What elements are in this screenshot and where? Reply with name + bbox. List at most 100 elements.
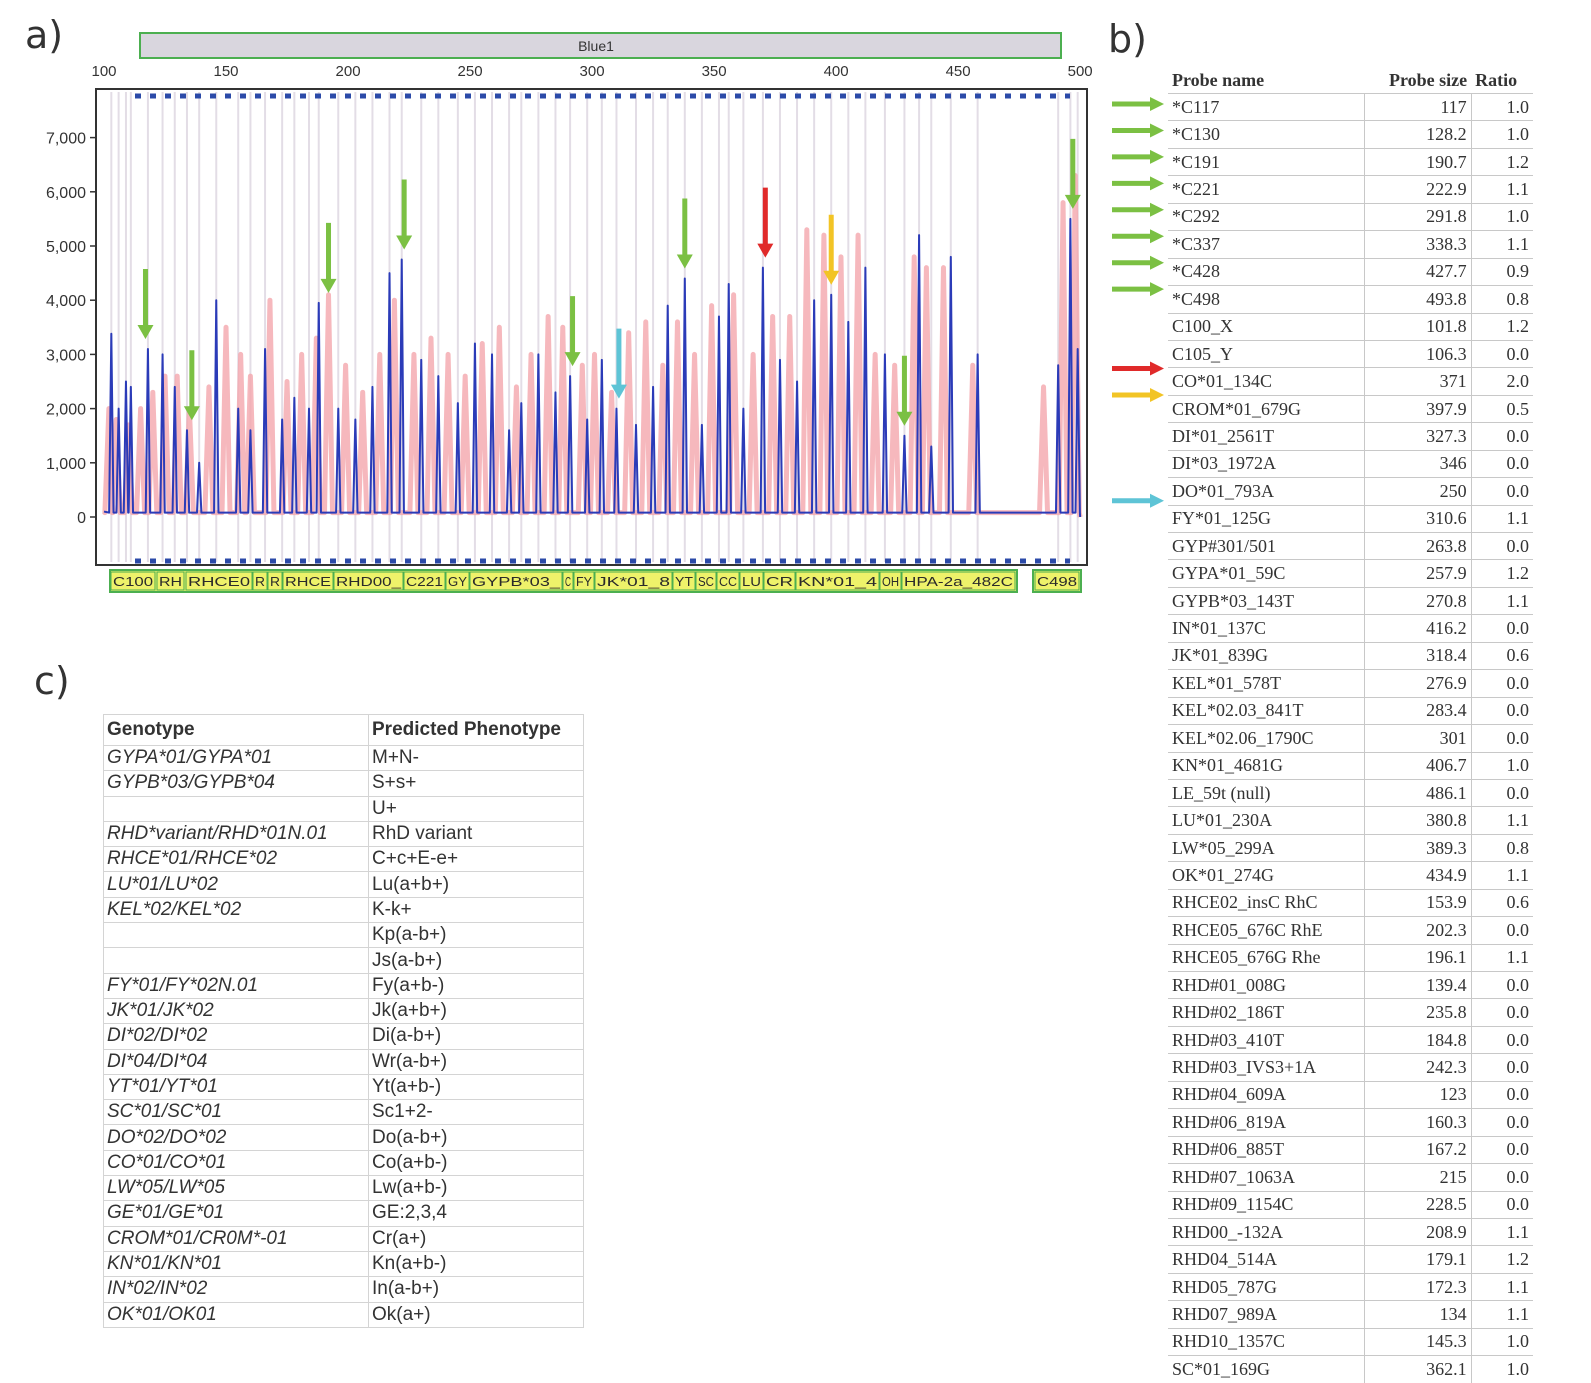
probe-ratio-cell: 1.1: [1470, 861, 1533, 890]
probe-row: *C292 291.8 1.0: [1168, 202, 1533, 231]
probe-ratio-cell: 0.5: [1470, 394, 1533, 423]
probe-size-cell: 250: [1364, 477, 1472, 506]
probe-ratio-table: Probe name Probe size Ratio *C117 117 1.0 *…: [1168, 67, 1533, 1383]
bin-label: CR: [766, 574, 793, 589]
probe-row: KEL*02.06_1790C 301 0.0: [1168, 724, 1533, 752]
probe-name-cell: DI*01_2561T: [1168, 422, 1365, 451]
bin-label: R: [270, 574, 280, 589]
probe-ratio-cell: 1.1: [1470, 806, 1533, 835]
probe-arrow-head: [1150, 202, 1164, 217]
probe-size-cell: 362.1: [1364, 1355, 1472, 1383]
probe-ratio-cell: 0.0: [1470, 724, 1533, 752]
phenotype-cell: S+s+: [368, 770, 584, 797]
probe-name-cell: CO*01_134C: [1168, 367, 1365, 396]
probe-ratio-cell: 0.0: [1470, 970, 1533, 999]
x-tick-label: 400: [824, 63, 849, 80]
bin-box: [562, 571, 574, 591]
probe-size-cell: 310.6: [1364, 504, 1472, 533]
probe-size-cell: 145.3: [1364, 1327, 1472, 1356]
probe-size-cell: 493.8: [1364, 285, 1472, 313]
genotype-row: GE*01/GE*01 GE:2,3,4: [103, 1200, 584, 1227]
probe-row: KEL*01_578T 276.9 0.0: [1168, 669, 1533, 698]
bin-label: FY: [576, 574, 592, 589]
probe-row: RHD#03_410T 184.8 0.0: [1168, 1025, 1533, 1054]
probe-ratio-cell: 0.0: [1470, 1163, 1533, 1191]
probe-size-cell: 242.3: [1364, 1053, 1472, 1082]
genotype-row: DI*04/DI*04 Wr(a-b+): [103, 1048, 584, 1075]
peak-arrow-head: [757, 243, 774, 258]
probe-row: *C130 128.2 1.0: [1168, 120, 1533, 149]
phenotype-cell: Di(a-b+): [368, 1023, 584, 1050]
x-tick-label: 250: [458, 63, 483, 80]
probe-name-cell: RHCE05_676G Rhe: [1168, 943, 1365, 972]
probe-name-cell: RHD#03_410T: [1168, 1025, 1365, 1054]
probe-row: RHD#02_186T 235.8 0.0: [1168, 998, 1533, 1027]
genotype-row: DO*02/DO*02 Do(a-b+): [103, 1124, 584, 1151]
probe-size-cell: 202.3: [1364, 916, 1472, 945]
bin-label: C100: [113, 574, 153, 589]
probe-ratio-cell: 0.0: [1470, 1190, 1533, 1219]
bin-label: C: [565, 574, 571, 589]
probe-name-cell: C100_X: [1168, 312, 1365, 341]
probe-row: SC*01_169G 362.1 1.0: [1168, 1355, 1533, 1383]
y-tick-label: 3,000: [46, 347, 86, 364]
probe-row: *C117 117 1.0: [1168, 92, 1533, 121]
peak-arrow-head: [320, 278, 337, 293]
genotype-cell: GYPB*03/GYPB*04: [103, 770, 369, 797]
bin-label: KN*01_4: [798, 574, 877, 589]
bin-label: R: [255, 574, 265, 589]
genotype-cell: KN*01/KN*01: [103, 1250, 369, 1278]
probe-ratio-cell: 1.1: [1470, 175, 1533, 204]
probe-ratio-cell: 0.9: [1470, 257, 1533, 286]
bin-label: RH: [159, 574, 182, 589]
bin-box: [594, 571, 673, 591]
probe-row: LU*01_230A 380.8 1.1: [1168, 806, 1533, 835]
ratio-header: Ratio: [1475, 69, 1518, 90]
probe-row: RHD#03_IVS3+1A 242.3 0.0: [1168, 1053, 1533, 1082]
genotype-header: Genotype: [103, 714, 369, 746]
genotype-cell: GE*01/GE*01: [103, 1200, 369, 1227]
phenotype-cell: Lw(a+b-): [368, 1175, 584, 1202]
probe-name-cell: *C292: [1168, 202, 1365, 231]
probe-size-cell: 380.8: [1364, 806, 1472, 835]
probe-size-cell: 283.4: [1364, 696, 1472, 725]
genotype-row: RHD*variant/RHD*01N.01 RhD variant: [103, 820, 584, 848]
probe-row: RHD#04_609A 123 0.0: [1168, 1080, 1533, 1109]
genotype-cell: [103, 922, 369, 949]
probe-row: JK*01_839G 318.4 0.6: [1168, 641, 1533, 670]
phenotype-cell: M+N-: [368, 744, 584, 772]
probe-size-cell: 235.8: [1364, 998, 1472, 1027]
probe-row: RHCE02_insC RhC 153.9 0.6: [1168, 888, 1533, 917]
peak-arrow-head: [137, 324, 154, 339]
peak-arrow-head: [1064, 194, 1081, 209]
probe-ratio-cell: 1.0: [1470, 120, 1533, 149]
phenotype-cell: Js(a-b+): [368, 947, 584, 974]
probe-name-cell: LE_59t (null): [1168, 778, 1365, 807]
genotype-cell: DI*04/DI*04: [103, 1048, 369, 1075]
probe-size-cell: 427.7: [1364, 257, 1472, 286]
probe-ratio-cell: 0.0: [1470, 1080, 1533, 1109]
bin-box: [445, 571, 470, 591]
probe-ratio-cell: 0.0: [1470, 339, 1533, 368]
genotype-row: LW*05/LW*05 Lw(a+b-): [103, 1175, 584, 1202]
genotype-cell: CO*01/CO*01: [103, 1149, 369, 1177]
probe-size-cell: 371: [1364, 367, 1472, 396]
genotype-cell: LW*05/LW*05: [103, 1175, 369, 1202]
probe-row: DI*01_2561T 327.3 0.0: [1168, 422, 1533, 451]
bin-box: [110, 571, 156, 591]
peak-arrow-head: [610, 384, 627, 399]
probe-name-cell: RHD00_-132A: [1168, 1217, 1365, 1246]
genotype-table-header: Genotype Predicted Phenotype: [103, 714, 584, 746]
peak-arrow-head: [564, 352, 581, 367]
genotype-cell: YT*01/YT*01: [103, 1073, 369, 1101]
probe-name-cell: GYPB*03_143T: [1168, 586, 1365, 615]
genotype-row: Kp(a-b+): [103, 922, 584, 949]
panel-label-b: b): [1108, 17, 1147, 61]
probe-size-cell: 167.2: [1364, 1135, 1472, 1164]
phenotype-cell: Jk(a+b+): [368, 997, 584, 1025]
probe-size-cell: 270.8: [1364, 586, 1472, 615]
probe-row: *C221 222.9 1.1: [1168, 175, 1533, 204]
genotype-cell: [103, 947, 369, 974]
red-trace: [102, 173, 1083, 518]
probe-name-cell: LU*01_230A: [1168, 806, 1365, 835]
